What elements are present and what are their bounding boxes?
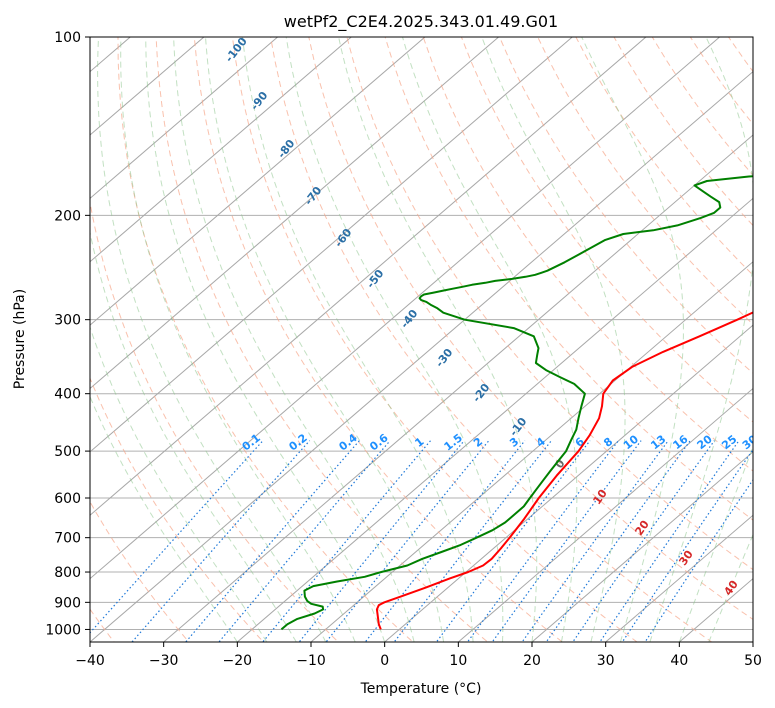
isotherm-line <box>90 37 647 516</box>
isotherm-line <box>604 514 753 642</box>
mixing-ratio-line <box>621 448 753 642</box>
isotherm-line <box>457 387 753 642</box>
mixing-ratio-line <box>325 440 490 642</box>
mixing-ratio-line <box>545 440 691 642</box>
moist-adiabat-line <box>173 37 415 642</box>
isotherm-line <box>531 451 753 642</box>
isotherm-line <box>90 37 426 326</box>
moist-adiabat-line <box>649 37 753 642</box>
plot-frame <box>89 36 754 643</box>
mixing-ratio-line <box>435 440 591 642</box>
moist-adiabat-line <box>97 37 327 642</box>
x-tick-label: −10 <box>296 653 326 669</box>
y-tick-label: 900 <box>54 595 81 611</box>
x-tick-label: 10 <box>449 653 467 669</box>
moist-adiabat-line <box>120 37 356 642</box>
moist-adiabat-line <box>90 395 238 642</box>
isotherm-line <box>236 197 753 642</box>
moist-adiabat-line <box>708 533 753 642</box>
dry-adiabat-line <box>384 37 753 521</box>
y-tick-label: 800 <box>54 565 81 581</box>
dry-adiabat-line <box>422 37 753 472</box>
dry-adiabat-line <box>155 37 489 642</box>
mixing-ratio-line <box>491 440 642 642</box>
dry-adiabat-line <box>90 608 115 642</box>
moist-adiabat-line <box>481 37 626 642</box>
profiles <box>280 175 753 631</box>
isotherm-line <box>90 70 753 642</box>
isotherm-line <box>90 37 353 263</box>
y-tick-label: 300 <box>54 313 81 329</box>
isotherm-line <box>90 37 721 580</box>
dry-adiabats <box>90 37 753 642</box>
dry-adiabat-line <box>193 37 564 642</box>
x-tick-label: −20 <box>223 653 253 669</box>
moist-adiabat-line <box>145 37 386 642</box>
moist-adiabat-line <box>678 445 753 642</box>
dry-adiabat-line <box>231 37 638 642</box>
isotherm-gridlines <box>90 37 753 642</box>
moist-adiabat-line <box>205 37 445 642</box>
mixing-ratio-line <box>298 440 465 642</box>
moist-adiabat-line <box>90 325 268 642</box>
mixing-ratio-line <box>218 440 391 642</box>
dewpoint-profile-line <box>280 175 753 631</box>
y-axis-ticks: 100 200 300 400 500 600 700 800 900 1000 <box>45 30 90 638</box>
chart-title: wetPf2_C2E4.2025.343.01.49.G01 <box>284 12 558 32</box>
mixing-ratio-line <box>521 440 669 642</box>
dry-adiabat-line <box>117 37 414 642</box>
isotherm-line <box>90 37 574 453</box>
y-tick-label: 400 <box>54 387 81 403</box>
x-tick-label: 40 <box>670 653 688 669</box>
y-tick-label: 700 <box>54 531 81 547</box>
mixing-ratio-line <box>262 440 432 642</box>
x-tick-label: 50 <box>744 653 762 669</box>
moist-adiabat-line <box>285 37 504 642</box>
y-tick-label: 200 <box>54 208 81 224</box>
moist-adiabat-line <box>402 37 578 642</box>
plot-area: 0.10.20.40.611.52346810131620253036-100-… <box>90 37 753 642</box>
mixing-ratio-lines <box>90 440 753 642</box>
x-tick-label: 0 <box>380 653 389 669</box>
x-tick-label: 30 <box>597 653 615 669</box>
pressure-gridlines <box>90 37 753 630</box>
x-axis-ticks: −40 −30 −20 −10 0 10 20 30 40 50 <box>75 642 762 669</box>
dry-adiabat-line <box>346 37 753 571</box>
moist-adiabats <box>90 37 753 642</box>
y-tick-label: 100 <box>54 30 81 46</box>
moist-adiabat-line <box>90 230 297 642</box>
isotherm-line <box>90 37 205 136</box>
x-tick-label: −30 <box>149 653 179 669</box>
moist-adiabat-line <box>338 37 538 642</box>
dry-adiabat-line <box>90 199 339 642</box>
temperature-profile-line <box>375 311 753 630</box>
moist-adiabat-line <box>581 37 684 642</box>
y-tick-label: 1000 <box>45 622 81 638</box>
isotherm-line <box>310 261 753 642</box>
isotherm-line <box>90 37 500 390</box>
x-axis-label: Temperature (°C) <box>360 681 482 697</box>
dry-adiabat-line <box>90 376 265 642</box>
mixing-ratio-line <box>185 440 360 642</box>
y-axis-label: Pressure (hPa) <box>12 289 28 389</box>
dry-adiabat-line <box>90 500 190 642</box>
isotherm-line <box>90 37 279 200</box>
x-tick-label: −40 <box>75 653 105 669</box>
y-tick-label: 500 <box>54 444 81 460</box>
mixing-ratio-line <box>364 440 526 642</box>
x-tick-label: 20 <box>523 653 541 669</box>
y-tick-label: 600 <box>54 491 81 507</box>
isotherm-line <box>383 324 753 642</box>
moist-adiabat-line <box>242 37 474 642</box>
mixing-ratio-line <box>131 440 311 642</box>
dry-adiabat-line <box>308 37 753 621</box>
